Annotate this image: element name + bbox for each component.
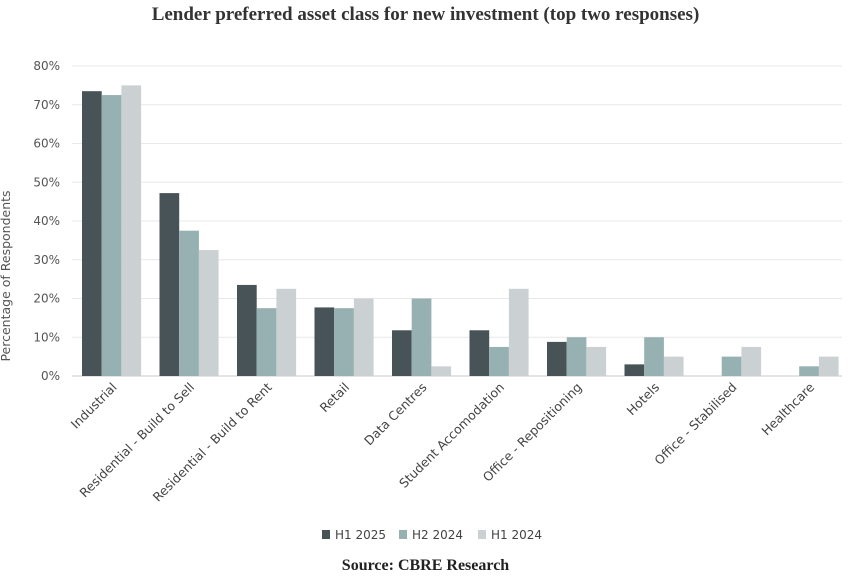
- bar: [489, 346, 509, 376]
- y-axis-label: Percentage of Respondents: [0, 190, 13, 361]
- bar: [586, 346, 607, 376]
- bar: [82, 91, 102, 376]
- bar: [799, 366, 819, 376]
- bar: [121, 85, 142, 376]
- bar: [179, 230, 199, 376]
- bar: [469, 330, 490, 376]
- legend: H1 2025 H2 2024 H1 2024: [322, 528, 542, 542]
- bar: [644, 337, 664, 376]
- bar: [276, 288, 297, 376]
- x-category-label: Office - Stabilised: [651, 380, 739, 468]
- bar: [334, 308, 354, 376]
- bar: [256, 308, 277, 376]
- bar: [392, 330, 412, 376]
- legend-label: H1 2025: [335, 528, 386, 542]
- bar: [721, 356, 742, 376]
- grid-lines: [72, 65, 842, 377]
- chart-source: Source: CBRE Research: [341, 557, 510, 574]
- legend-swatch: [322, 530, 330, 539]
- bar: [566, 337, 587, 376]
- bar: [431, 366, 452, 376]
- bar: [741, 346, 762, 376]
- y-tick-label: 70%: [33, 98, 60, 112]
- bar: [237, 284, 257, 376]
- bar: [508, 288, 529, 376]
- bar: [159, 193, 180, 376]
- bar: [624, 364, 645, 376]
- y-axis-ticks: 0% 10% 20% 30% 40% 50% 60% 70% 80%: [33, 59, 60, 383]
- x-category-label: Retail: [317, 380, 353, 416]
- legend-label: H2 2024: [412, 528, 463, 542]
- bar: [314, 307, 335, 376]
- bar: [818, 356, 839, 376]
- x-category-label: Hotels: [624, 380, 663, 419]
- bar: [411, 298, 432, 376]
- y-tick-label: 60%: [33, 137, 60, 151]
- y-tick-label: 0%: [41, 369, 60, 383]
- bar: [547, 341, 567, 376]
- y-tick-label: 10%: [33, 330, 60, 344]
- legend-label: H1 2024: [491, 528, 542, 542]
- y-tick-label: 80%: [33, 59, 60, 73]
- bars: [82, 85, 839, 376]
- x-category-label: Healthcare: [758, 379, 817, 438]
- x-category-label: Industrial: [68, 380, 120, 432]
- bar: [353, 298, 374, 376]
- bar: [101, 95, 122, 376]
- y-tick-label: 30%: [33, 253, 60, 267]
- x-category-label: Data Centres: [361, 380, 430, 449]
- y-tick-label: 20%: [33, 292, 60, 306]
- legend-swatch: [399, 530, 407, 539]
- bar: [198, 250, 219, 376]
- legend-swatch: [478, 530, 486, 539]
- chart-title: Lender preferred asset class for new inv…: [151, 4, 700, 25]
- bar: [663, 356, 684, 376]
- y-tick-label: 40%: [33, 214, 60, 228]
- y-tick-label: 50%: [33, 175, 60, 189]
